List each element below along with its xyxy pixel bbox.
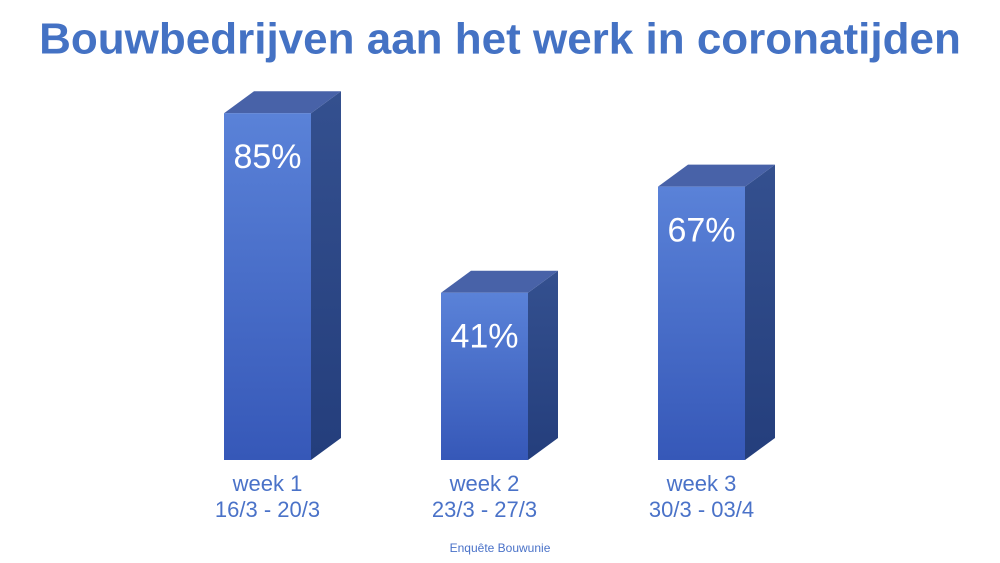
value-label: 41% <box>450 318 518 356</box>
bar <box>658 186 745 460</box>
x-tick-label: week 1 <box>232 471 303 496</box>
bar-top <box>658 164 775 187</box>
bar-top <box>224 91 341 114</box>
bar <box>441 292 528 460</box>
x-tick-label: week 2 <box>449 471 520 496</box>
x-tick-label: week 3 <box>666 471 737 496</box>
value-label: 85% <box>233 138 301 176</box>
bar-top <box>441 270 558 293</box>
x-tick-label: 30/3 - 03/4 <box>649 497 754 522</box>
x-tick-label: 16/3 - 20/3 <box>215 497 320 522</box>
value-label: 67% <box>667 212 735 250</box>
bar-side <box>311 91 341 460</box>
chart-title: Bouwbedrijven aan het werk in coronatijd… <box>39 15 961 64</box>
source-note: Enquête Bouwunie <box>450 541 551 555</box>
bar <box>224 113 311 460</box>
bar-side <box>745 164 775 460</box>
bar-side <box>528 270 558 460</box>
x-tick-label: 23/3 - 27/3 <box>432 497 537 522</box>
